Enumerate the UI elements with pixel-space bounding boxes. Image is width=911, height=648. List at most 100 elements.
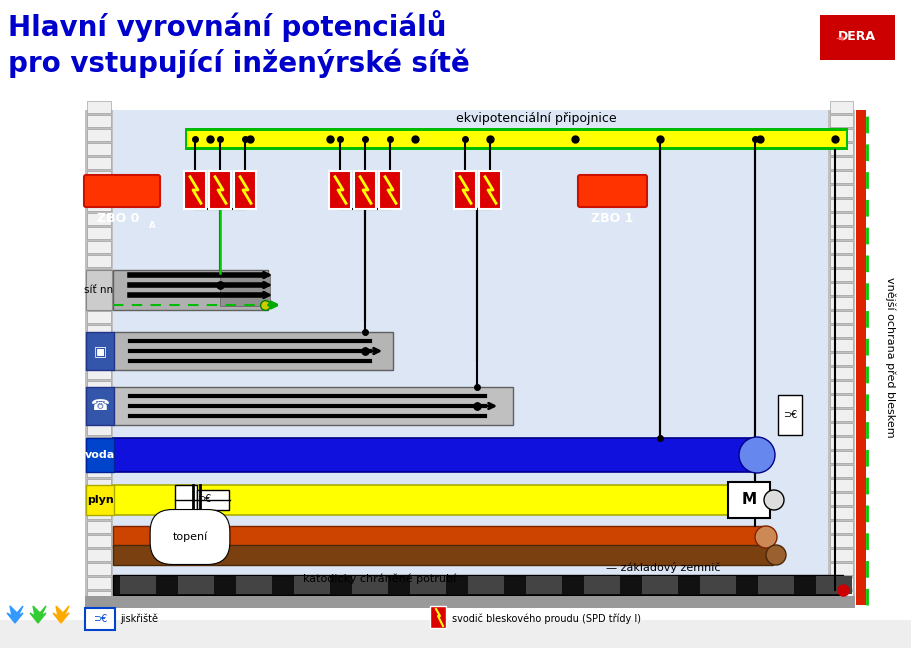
Bar [87,199,111,211]
Text: M: M [742,492,756,507]
Text: ⊃€: ⊃€ [783,410,797,420]
Bar [87,535,111,547]
Bar [830,591,853,603]
Bar [830,101,853,113]
Bar [584,576,620,594]
Text: ☎: ☎ [90,399,109,413]
Bar [379,171,401,209]
Bar [87,129,111,141]
Bar [354,171,376,209]
Bar [86,485,114,515]
Bar [86,270,112,310]
Bar [87,115,111,127]
Circle shape [764,490,784,510]
Bar [236,576,272,594]
Bar [830,353,853,365]
Bar [830,451,853,463]
Polygon shape [30,606,46,623]
Bar [178,576,214,594]
Bar [830,563,853,575]
Bar [700,576,736,594]
Bar [830,479,853,491]
Text: síť nn: síť nn [85,285,114,295]
Bar [454,171,476,209]
Bar [830,423,853,435]
Circle shape [739,437,775,473]
Bar [830,115,853,127]
Bar [830,549,853,561]
Bar [120,576,156,594]
Bar [778,395,802,435]
Text: DERA: DERA [838,30,876,43]
Bar [85,596,855,608]
Bar [87,395,111,407]
Bar [830,493,853,505]
Bar [184,171,206,209]
Bar [856,110,866,605]
Text: katodicky chráněné potrubí: katodicky chráněné potrubí [303,574,456,584]
Bar [87,563,111,575]
Bar [87,171,111,183]
FancyBboxPatch shape [84,175,160,207]
Bar [87,381,111,393]
Bar [352,576,388,594]
Bar [87,521,111,533]
Bar [830,367,853,379]
Bar [830,213,853,225]
Bar [828,110,855,605]
Bar [830,297,853,309]
Bar [197,490,229,510]
Bar [113,485,753,515]
Bar [87,185,111,197]
Text: voda: voda [85,450,115,460]
Bar [830,255,853,267]
Bar [830,283,853,295]
Bar [86,332,114,370]
Bar [87,465,111,477]
Bar [830,521,853,533]
Text: ekvipotenciální připojnice: ekvipotenciální připojnice [456,112,617,125]
Bar [87,213,111,225]
Text: topení: topení [172,532,208,542]
Bar [85,110,113,605]
Bar [113,575,843,595]
Bar [113,526,763,548]
Bar [87,437,111,449]
Text: jiskřiště: jiskřiště [120,614,158,624]
Bar [87,157,111,169]
Bar [187,131,846,147]
Text: ◄: ◄ [836,32,844,42]
Text: plyn: plyn [87,495,113,505]
Bar [830,409,853,421]
Bar [87,591,111,603]
Text: vnější ochrana před bleskem: vnější ochrana před bleskem [885,277,896,438]
Bar [87,255,111,267]
Bar [830,535,853,547]
Bar [87,311,111,323]
Circle shape [755,526,777,548]
Bar [87,479,111,491]
Bar [87,549,111,561]
Bar [830,339,853,351]
Bar [87,409,111,421]
Bar [87,283,111,295]
Bar [728,482,770,518]
Bar [87,423,111,435]
Bar [87,577,111,589]
Polygon shape [53,606,69,623]
Bar [113,545,773,565]
Bar [830,507,853,519]
Bar [87,507,111,519]
Bar [526,576,562,594]
Bar [87,241,111,253]
Bar [87,451,111,463]
Bar [0,620,911,648]
Text: ⊃€: ⊃€ [93,614,107,624]
Bar [830,437,853,449]
Text: ZBO 0: ZBO 0 [97,213,139,226]
Bar [410,576,446,594]
Bar [830,171,853,183]
Bar [830,577,853,589]
FancyBboxPatch shape [578,175,647,207]
Bar [234,171,256,209]
